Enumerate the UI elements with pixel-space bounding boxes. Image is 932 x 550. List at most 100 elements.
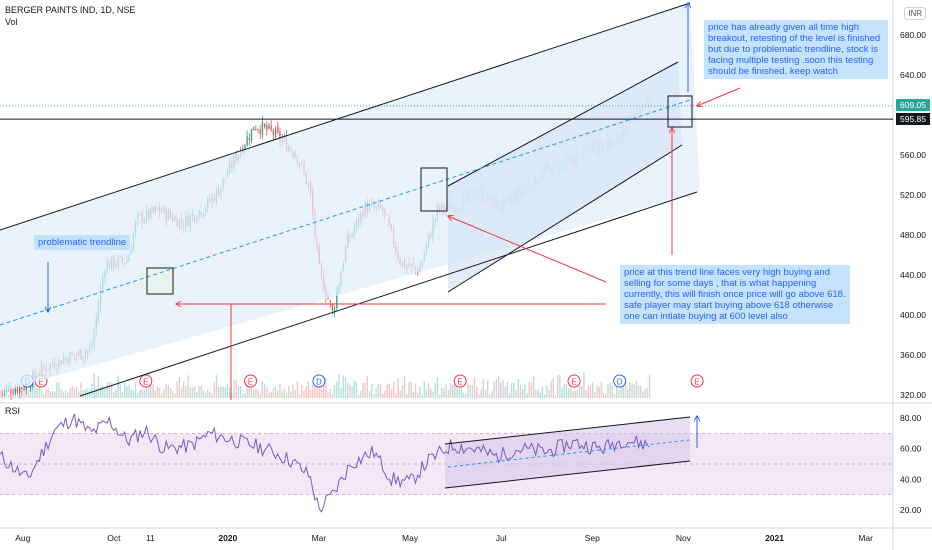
volume-bar (218, 387, 220, 398)
volume-bar (541, 386, 544, 398)
volume-label[interactable]: Vol (5, 17, 18, 27)
volume-bar (322, 383, 325, 398)
dividend-marker[interactable] (613, 374, 627, 388)
candle-body[interactable] (16, 387, 19, 393)
highlight-box-3 (667, 95, 693, 128)
earnings-marker[interactable] (139, 374, 153, 388)
candle-body[interactable] (274, 128, 277, 137)
candle-body[interactable] (272, 130, 275, 135)
candle-body[interactable] (261, 121, 264, 135)
candle-body[interactable] (250, 128, 253, 142)
volume-bar (187, 375, 189, 398)
candle-body[interactable] (333, 308, 336, 311)
volume-bar (412, 391, 415, 398)
volume-bar (14, 383, 16, 398)
volume-bar (528, 382, 530, 398)
volume-bar (338, 374, 340, 398)
note-trendline-buying[interactable]: price at this trend line faces very high… (620, 265, 850, 324)
candle-body[interactable] (253, 126, 255, 131)
volume-bar (559, 374, 561, 398)
candle-body[interactable] (21, 387, 23, 390)
volume-bar (504, 386, 506, 398)
volume-bar (268, 392, 270, 398)
candle-body[interactable] (268, 124, 270, 129)
candle-body[interactable] (14, 389, 16, 394)
time-tick-label: 11 (146, 533, 155, 543)
rsi-label[interactable]: RSI (5, 406, 21, 416)
rsi-line[interactable] (0, 413, 650, 513)
volume-bar (32, 390, 34, 398)
note-breakout[interactable]: price has already given all time high br… (704, 20, 888, 79)
volume-bar (445, 384, 447, 398)
volume-bar (281, 390, 283, 398)
volume-bar (611, 385, 614, 398)
volume-bar (75, 386, 78, 398)
candle-body[interactable] (336, 291, 338, 309)
volume-bar (185, 385, 187, 398)
currency-button[interactable]: INR (904, 7, 926, 20)
volume-bar (432, 391, 434, 398)
volume-bar (12, 388, 14, 398)
candle-body[interactable] (263, 123, 266, 127)
volume-bar (392, 381, 395, 398)
volume-bar (257, 389, 259, 398)
volume-bar (395, 393, 397, 398)
volume-bar (303, 390, 305, 398)
volume-bar (91, 383, 93, 398)
candle-body[interactable] (246, 136, 248, 146)
rsi-tick-label: 20.00 (900, 505, 922, 515)
candle-body[interactable] (12, 393, 14, 395)
volume-bar (36, 387, 38, 398)
volume-bar (605, 393, 607, 398)
candle-body[interactable] (248, 138, 250, 140)
earnings-marker-text: E (248, 378, 253, 387)
volume-bar (58, 381, 60, 398)
volume-bar (207, 389, 209, 398)
volume-bar (169, 388, 172, 398)
dividend-marker[interactable] (312, 374, 326, 388)
candle-body[interactable] (259, 129, 261, 134)
volume-bar (609, 382, 611, 398)
candle-body[interactable] (244, 145, 246, 151)
volume-bar (583, 372, 585, 398)
earnings-marker[interactable] (453, 374, 467, 388)
volume-bar (362, 382, 364, 398)
candle-body[interactable] (329, 300, 331, 303)
volume-bar (19, 382, 21, 398)
candle-body[interactable] (331, 304, 334, 311)
candle-body[interactable] (255, 129, 257, 131)
candle-body[interactable] (257, 129, 259, 131)
volume-bar (552, 378, 554, 398)
volume-bar (134, 381, 137, 398)
volume-bar (318, 377, 320, 398)
volume-bar (434, 383, 436, 398)
price-tick-label: 320.00 (900, 390, 926, 400)
candle-body[interactable] (279, 131, 281, 141)
volume-bar (519, 384, 522, 398)
candle-body[interactable] (19, 386, 21, 393)
candle-body[interactable] (270, 125, 272, 130)
time-tick-label: Nov (676, 533, 692, 543)
note-problematic-trendline[interactable]: problematic trendline (34, 235, 131, 250)
candle-body[interactable] (23, 387, 25, 390)
volume-bar (53, 391, 56, 398)
volume-bar (108, 382, 111, 398)
volume-bar (524, 384, 526, 398)
candle-body[interactable] (29, 386, 32, 388)
volume-bar (414, 383, 417, 398)
candle-body[interactable] (10, 388, 12, 394)
earnings-marker[interactable] (690, 374, 704, 388)
earnings-marker-text: E (694, 378, 699, 387)
volume-bar (618, 390, 620, 398)
volume-bar (27, 389, 30, 398)
volume-bar (67, 392, 69, 398)
candle-body[interactable] (266, 125, 268, 131)
time-tick-label: 2021 (765, 533, 784, 543)
earnings-marker[interactable] (244, 374, 258, 388)
volume-bar (113, 391, 115, 398)
earnings-marker-text: E (38, 378, 43, 387)
candle-body[interactable] (277, 126, 279, 133)
earnings-marker[interactable] (567, 374, 581, 388)
symbol-title[interactable]: BERGER PAINTS IND, 1D, NSE (5, 5, 136, 15)
